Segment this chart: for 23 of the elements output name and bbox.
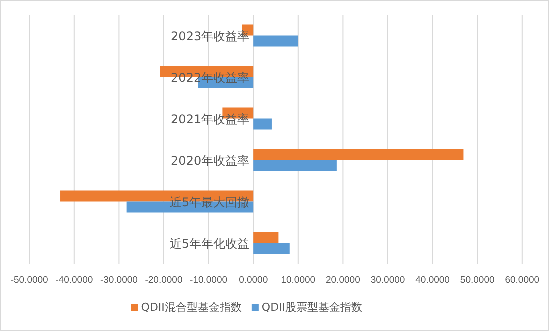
- legend-label: QDII混合型基金指数: [141, 301, 242, 314]
- bar: [254, 243, 290, 254]
- x-tick-label: 50.0000: [460, 275, 495, 286]
- y-tick-label: 2020年收益率: [171, 154, 250, 168]
- x-tick-label: 10.0000: [281, 275, 316, 286]
- x-tick-label: 30.0000: [370, 275, 406, 286]
- x-tick-label: 0.0000: [239, 275, 268, 286]
- bar: [254, 36, 298, 47]
- x-tick-label: 20.0000: [326, 275, 360, 286]
- x-tick-label: -10.0000: [190, 275, 228, 286]
- bar: [254, 160, 337, 172]
- bar: [254, 232, 279, 244]
- x-tick-label: -20.0000: [145, 275, 183, 286]
- legend-label: QDII股票型基金指数: [262, 301, 363, 314]
- y-tick-label: 近5年年化收益: [170, 236, 250, 251]
- x-tick-label: -50.0000: [10, 275, 48, 286]
- bar: [254, 118, 272, 130]
- y-tick-label: 2023年收益率: [171, 29, 250, 44]
- x-tick-label: -40.0000: [56, 275, 94, 286]
- x-tick-label: 60.0000: [505, 275, 540, 286]
- x-tick-label: 40.0000: [416, 275, 450, 286]
- bar: [254, 149, 464, 160]
- x-tick-label: -30.0000: [100, 275, 138, 286]
